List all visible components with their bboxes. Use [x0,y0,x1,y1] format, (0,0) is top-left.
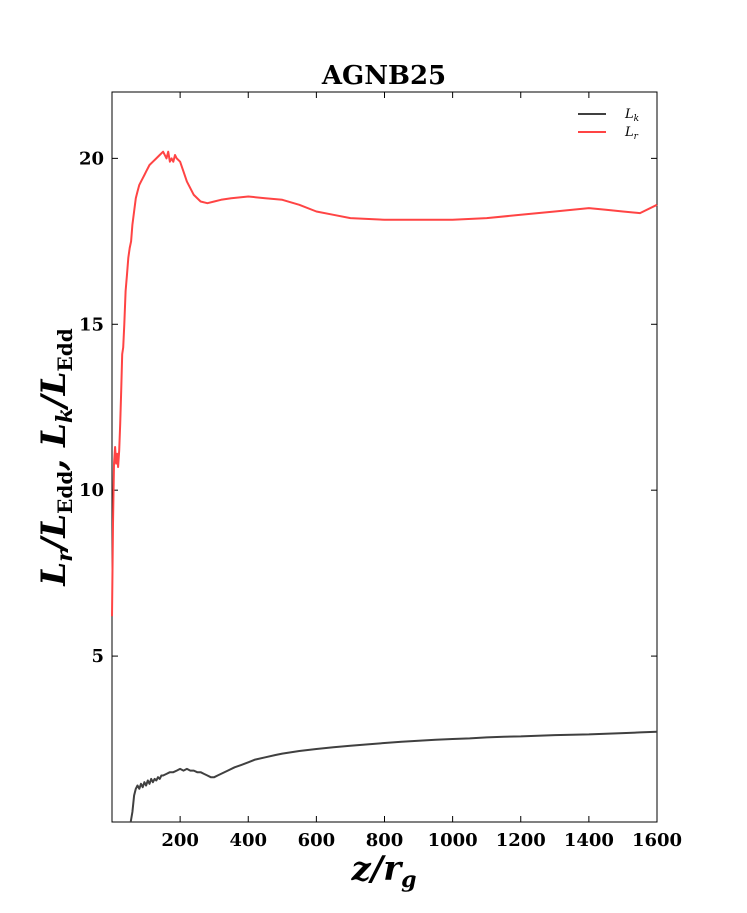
y-axis-label: Lr/LEdd, Lk/LEdd [34,328,78,586]
x-tick-label: 1400 [564,830,614,851]
x-label-z: z/r [350,849,403,889]
x-tick-label: 800 [366,830,404,851]
y-tick-label: 5 [91,646,104,667]
x-tick-label: 1000 [428,830,478,851]
x-tick-label: 600 [298,830,336,851]
x-axis-label: z/rg [350,849,416,893]
y-tick-label: 15 [79,314,104,335]
plot-area: 200 400 600 800 1000 1200 1400 1600 5 10 15 20 [79,91,682,851]
plot-frame [111,91,658,823]
legend-label-lr: Lr [624,125,639,142]
series-line-l-k [129,730,658,823]
series-layer [111,150,658,823]
legend-label-lk: Lk [624,107,639,124]
x-tick-label: 1200 [496,830,546,851]
legend: Lk Lr [578,107,639,142]
x-tick-label: 400 [229,830,267,851]
x-tick-label: 200 [161,830,199,851]
x-tick-label: 1600 [632,830,682,851]
x-label-g: g [401,867,416,893]
x-axis-ticks: 200 400 600 800 1000 1200 1400 1600 [161,92,682,851]
y-axis-ticks: 5 10 15 20 [79,148,657,667]
y-tick-label: 20 [79,148,104,169]
y-tick-label: 10 [79,480,104,501]
chart-title: AGNB25 [321,61,446,91]
series-line-l-r [111,150,658,617]
